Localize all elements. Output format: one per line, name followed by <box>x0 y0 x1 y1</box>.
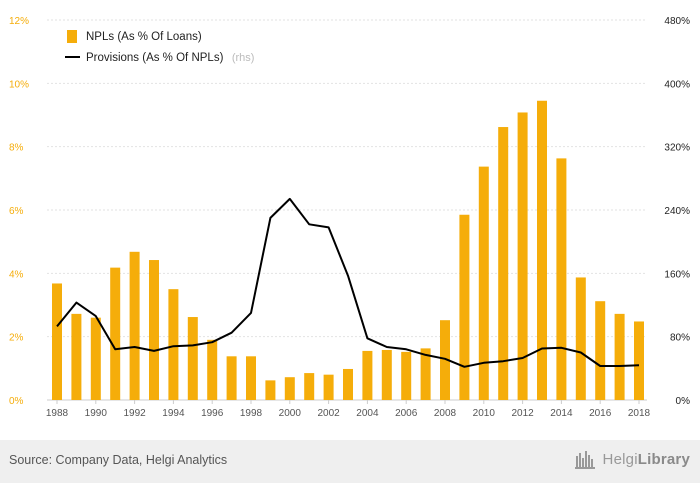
brand-logo: HelgiLibrary <box>574 449 690 469</box>
right-tick-label: 480% <box>664 16 690 27</box>
npl-bar <box>168 289 179 400</box>
legend-swatch-npls <box>67 30 77 43</box>
npl-bar <box>284 377 295 400</box>
left-tick-label: 6% <box>9 206 24 217</box>
x-tick-label: 2008 <box>434 408 457 419</box>
x-tick-label: 1998 <box>240 408 263 419</box>
right-tick-label: 400% <box>664 79 690 90</box>
npl-bars <box>52 100 644 401</box>
npl-bar <box>129 251 140 400</box>
npl-bar <box>362 350 373 400</box>
legend: NPLs (As % Of Loans) Provisions (As % Of… <box>65 30 254 65</box>
right-tick-label: 80% <box>670 333 690 344</box>
x-tick-label: 1996 <box>201 408 224 419</box>
npl-bar <box>614 313 625 400</box>
left-tick-label: 0% <box>9 396 24 407</box>
npl-bar <box>595 301 606 400</box>
brand-name: HelgiLibrary <box>602 450 690 468</box>
library-icon <box>574 451 595 469</box>
right-tick-label: 240% <box>664 206 690 217</box>
npl-bar <box>517 112 528 400</box>
legend-label-provisions: Provisions (As % Of NPLs) <box>86 52 224 64</box>
svg-text:Provisions (As % Of NPLs): Provisions (As % Of NPLs) (rhs) <box>86 48 254 65</box>
x-tick-label: 2000 <box>279 408 302 419</box>
npl-bar <box>52 283 62 400</box>
npl-bar <box>381 349 392 400</box>
footer: Source: Company Data, Helgi Analytics He… <box>0 440 700 483</box>
npl-bar <box>498 127 509 401</box>
left-tick-label: 4% <box>9 269 24 280</box>
x-tick-label: 1988 <box>46 408 69 419</box>
npl-bar <box>246 356 256 400</box>
npl-bar <box>556 158 567 400</box>
provisions-line-path <box>56 197 640 368</box>
npl-bar <box>537 100 547 400</box>
npl-bar <box>71 313 82 400</box>
left-tick-label: 12% <box>9 16 29 27</box>
npl-bar <box>207 339 218 400</box>
npl-bar <box>304 373 315 400</box>
right-axis: 0% 80% 160% 240% 320% 400% 480% <box>664 16 690 407</box>
left-tick-label: 10% <box>9 79 29 90</box>
left-tick-label: 2% <box>9 333 24 344</box>
x-tick-label: 2006 <box>395 408 418 419</box>
npl-bar <box>459 214 470 400</box>
chart: 0% 2% 4% 6% 8% 10% 12% 0% 80% 160% 240% 320% 400% 48… <box>9 16 690 419</box>
npl-bar <box>90 317 101 400</box>
npl-bar <box>226 356 237 400</box>
x-tick-label: 2002 <box>317 408 340 419</box>
npl-bar <box>401 351 412 400</box>
npl-bar <box>478 166 489 400</box>
npl-bar <box>420 348 431 400</box>
source-text: Source: Company Data, Helgi Analytics <box>9 453 228 467</box>
x-tick-label: 2004 <box>356 408 379 419</box>
x-tick-label: 2014 <box>550 408 573 419</box>
x-tick-label: 1994 <box>162 408 185 419</box>
npl-bar <box>323 374 334 400</box>
npl-bar <box>187 317 198 400</box>
right-tick-label: 320% <box>664 143 690 154</box>
gridlines <box>47 19 647 401</box>
npl-bar <box>265 380 276 400</box>
right-tick-label: 0% <box>676 396 691 407</box>
x-tick-label: 2010 <box>473 408 496 419</box>
x-tick-label: 2012 <box>511 408 534 419</box>
x-tick-label: 1992 <box>123 408 146 419</box>
legend-label-npls: NPLs (As % Of Loans) <box>86 31 202 43</box>
right-tick-label: 160% <box>664 269 690 280</box>
npl-bar <box>110 267 121 400</box>
provisions-line <box>56 197 640 368</box>
legend-label-rhs: (rhs) <box>232 52 255 64</box>
npl-bar <box>575 277 586 400</box>
left-tick-label: 8% <box>9 143 24 154</box>
x-tick-label: 2016 <box>589 408 612 419</box>
left-axis: 0% 2% 4% 6% 8% 10% 12% <box>9 16 29 407</box>
npl-bar <box>440 320 450 400</box>
npl-bar <box>343 368 353 400</box>
npl-bar <box>634 321 644 400</box>
x-axis: 1988 1990 1992 1994 1996 1998 2000 2002 2004 2006… <box>46 400 651 419</box>
x-tick-label: 1990 <box>85 408 108 419</box>
x-tick-label: 2018 <box>628 408 651 419</box>
npl-bar <box>149 260 159 400</box>
